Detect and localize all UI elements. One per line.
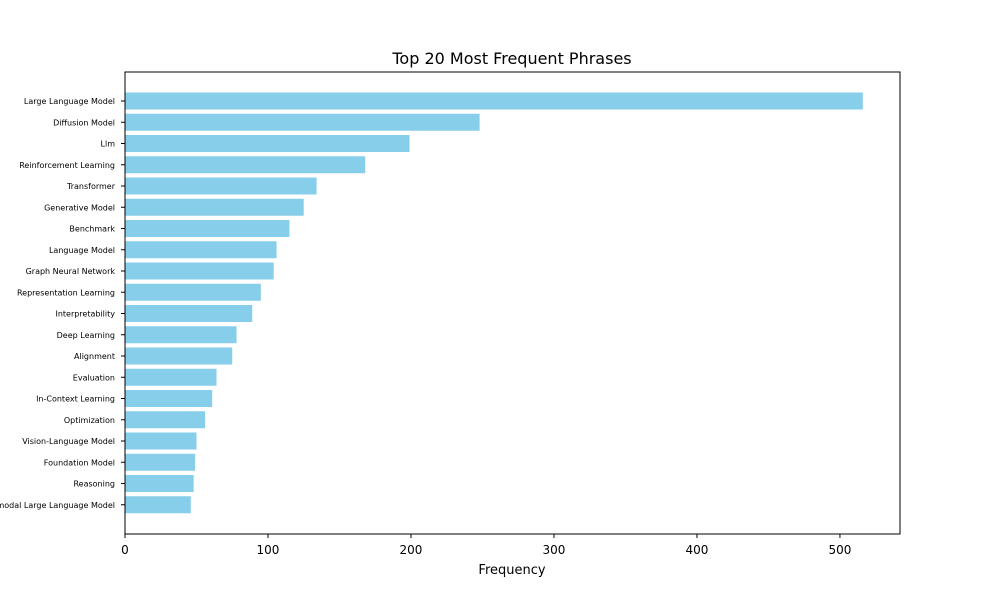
bar	[125, 305, 252, 322]
y-tick-label: Large Language Model	[24, 97, 115, 106]
bar	[125, 475, 194, 492]
bar	[125, 199, 304, 216]
bar	[125, 496, 191, 513]
y-tick-label: Benchmark	[69, 225, 115, 234]
chart-title: Top 20 Most Frequent Phrases	[391, 49, 631, 68]
bar	[125, 241, 277, 258]
bar	[125, 220, 289, 237]
bar	[125, 369, 217, 386]
y-tick-label: Foundation Model	[44, 458, 115, 467]
y-tick-label: Evaluation	[73, 373, 115, 382]
bar	[125, 156, 365, 173]
y-tick-label: Transformer	[66, 182, 116, 191]
bar	[125, 390, 212, 407]
bar	[125, 114, 480, 131]
x-tick-label: 0	[121, 543, 129, 557]
bar	[125, 263, 274, 280]
y-tick-label: Generative Model	[44, 203, 115, 212]
bar	[125, 411, 205, 428]
y-tick-label: Deep Learning	[57, 331, 115, 340]
y-tick-label: In-Context Learning	[36, 395, 115, 404]
bar	[125, 348, 232, 365]
x-tick-label: 500	[828, 543, 851, 557]
x-axis: 0 100 200 300 400 500	[121, 534, 851, 557]
y-tick-label: Vision-Language Model	[22, 437, 115, 446]
y-tick-label: Graph Neural Network	[26, 267, 116, 276]
x-tick-label: 200	[400, 543, 423, 557]
y-tick-label: Interpretability	[55, 310, 115, 319]
x-tick-label: 400	[686, 543, 709, 557]
y-tick-label: Llm	[101, 140, 116, 149]
bars-group	[125, 93, 863, 514]
y-tick-label: Representation Learning	[17, 288, 115, 297]
y-tick-label: Reasoning	[73, 480, 115, 489]
y-tick-label: Multimodal Large Language Model	[0, 501, 115, 510]
y-axis: Large Language Model Diffusion Model Llm Re…	[0, 97, 125, 510]
bar	[125, 93, 863, 110]
bar	[125, 454, 195, 471]
y-tick-label: Optimization	[64, 416, 115, 425]
bar	[125, 326, 237, 343]
y-tick-label: Reinforcement Learning	[19, 161, 115, 170]
y-tick-label: Alignment	[74, 352, 115, 361]
y-tick-label: Language Model	[49, 246, 115, 255]
bar	[125, 135, 410, 152]
bar	[125, 284, 261, 301]
bar	[125, 178, 317, 195]
x-tick-label: 100	[257, 543, 280, 557]
bar	[125, 433, 196, 450]
x-axis-label: Frequency	[478, 563, 545, 578]
y-tick-label: Diffusion Model	[53, 118, 115, 127]
x-tick-label: 300	[543, 543, 566, 557]
